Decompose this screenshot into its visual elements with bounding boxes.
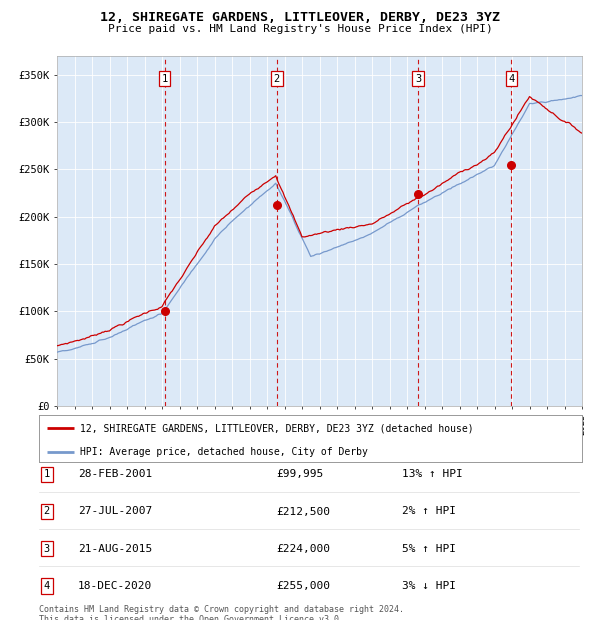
- Text: HPI: Average price, detached house, City of Derby: HPI: Average price, detached house, City…: [80, 446, 368, 457]
- Text: 3: 3: [415, 74, 421, 84]
- Text: 18-DEC-2020: 18-DEC-2020: [78, 581, 152, 591]
- Text: 5% ↑ HPI: 5% ↑ HPI: [402, 544, 456, 554]
- Text: 3% ↓ HPI: 3% ↓ HPI: [402, 581, 456, 591]
- Text: 2: 2: [274, 74, 280, 84]
- Text: 4: 4: [44, 581, 50, 591]
- Text: 13% ↑ HPI: 13% ↑ HPI: [402, 469, 463, 479]
- Text: Price paid vs. HM Land Registry's House Price Index (HPI): Price paid vs. HM Land Registry's House …: [107, 24, 493, 33]
- Text: 28-FEB-2001: 28-FEB-2001: [78, 469, 152, 479]
- Text: 12, SHIREGATE GARDENS, LITTLEOVER, DERBY, DE23 3YZ: 12, SHIREGATE GARDENS, LITTLEOVER, DERBY…: [100, 11, 500, 24]
- Text: £212,500: £212,500: [276, 507, 330, 516]
- Text: 1: 1: [161, 74, 168, 84]
- Text: 4: 4: [508, 74, 514, 84]
- Text: 12, SHIREGATE GARDENS, LITTLEOVER, DERBY, DE23 3YZ (detached house): 12, SHIREGATE GARDENS, LITTLEOVER, DERBY…: [80, 423, 473, 433]
- Text: 3: 3: [44, 544, 50, 554]
- Text: 1: 1: [44, 469, 50, 479]
- Text: £255,000: £255,000: [276, 581, 330, 591]
- Text: 2: 2: [44, 507, 50, 516]
- Text: 2% ↑ HPI: 2% ↑ HPI: [402, 507, 456, 516]
- Text: 21-AUG-2015: 21-AUG-2015: [78, 544, 152, 554]
- Text: £99,995: £99,995: [276, 469, 323, 479]
- Text: Contains HM Land Registry data © Crown copyright and database right 2024.
This d: Contains HM Land Registry data © Crown c…: [39, 604, 404, 620]
- Text: 27-JUL-2007: 27-JUL-2007: [78, 507, 152, 516]
- Text: £224,000: £224,000: [276, 544, 330, 554]
